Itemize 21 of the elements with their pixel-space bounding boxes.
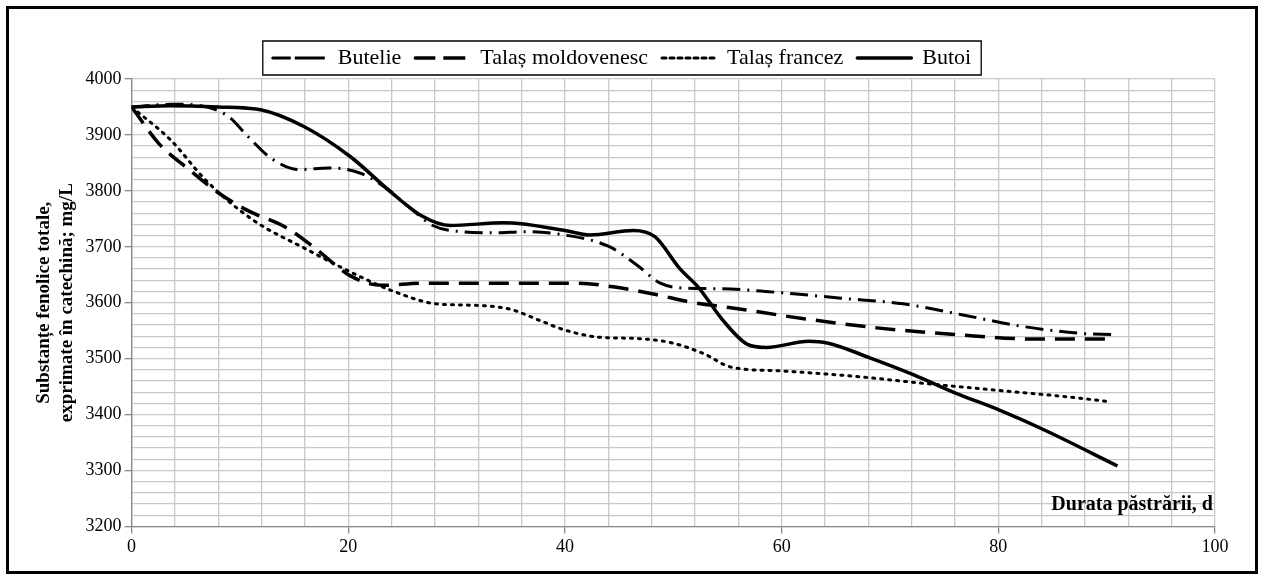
x-tick-label: 40 <box>555 535 574 556</box>
x-tick-label: 20 <box>339 535 358 556</box>
y-tick-label: 3300 <box>85 459 122 480</box>
x-tick-label: 0 <box>127 535 137 556</box>
legend-label: Talaș francez <box>727 43 844 69</box>
y-tick-label: 3800 <box>85 179 122 200</box>
legend-label: Talaș moldovenesc <box>480 43 649 69</box>
legend-label: Butoi <box>922 43 972 69</box>
y-tick-label: 3400 <box>85 403 122 424</box>
y-tick-label: 3600 <box>85 291 122 312</box>
y-tick-label: 3500 <box>85 347 122 368</box>
y-axis-title: Substanțe fenolice totale, exprimate în catechină; mg/L <box>32 183 77 423</box>
x-axis-title: Durata păstrării, d <box>1051 491 1213 515</box>
x-tick-label: 80 <box>989 535 1008 556</box>
y-tick-label: 3900 <box>85 123 122 144</box>
y-tick-label: 4000 <box>85 67 122 88</box>
y-tick-label: 3700 <box>85 235 122 256</box>
x-tick-label: 100 <box>1201 535 1229 556</box>
y-tick-label: 3200 <box>85 515 122 536</box>
x-tick-label: 60 <box>772 535 791 556</box>
legend-label: Butelie <box>337 43 402 69</box>
